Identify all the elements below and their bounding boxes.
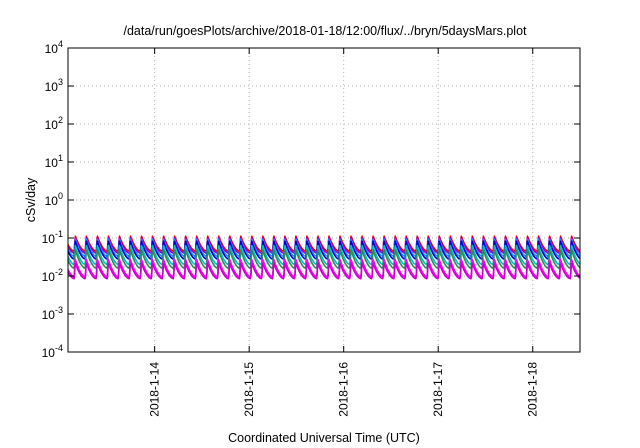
y-tick-exponent: -3 <box>55 305 63 315</box>
series-line-5 <box>67 249 581 269</box>
series-line-6 <box>67 258 581 278</box>
y-tick-label: 104 <box>45 39 63 56</box>
x-tick-label: 2018-1-16 <box>337 362 351 417</box>
y-tick-label: 101 <box>45 153 63 170</box>
tick-marks <box>68 47 580 353</box>
series-group <box>67 235 581 280</box>
y-tick-exponent: -2 <box>55 267 63 277</box>
y-tick-base: 10 <box>45 80 59 94</box>
grid-lines <box>68 48 580 352</box>
y-tick-label: 10-1 <box>42 229 63 246</box>
y-tick-base: 10 <box>45 42 59 56</box>
series-line-7 <box>67 262 581 280</box>
x-tick-label: 2018-1-17 <box>431 362 445 417</box>
y-tick-base: 10 <box>42 232 56 246</box>
y-tick-base: 10 <box>42 346 56 360</box>
y-tick-base: 10 <box>45 194 59 208</box>
y-tick-base: 10 <box>42 308 56 322</box>
y-tick-base: 10 <box>45 118 59 132</box>
x-tick-labels: 2018-1-14 2018-1-15 2018-1-16 2018-1-17 2018… <box>148 362 540 417</box>
x-tick-label: 2018-1-14 <box>148 362 162 417</box>
x-tick-label: 2018-1-18 <box>526 362 540 417</box>
y-tick-label: 102 <box>45 115 63 132</box>
series-line-4 <box>67 244 581 266</box>
chart-title: /data/run/goesPlots/archive/2018-01-18/1… <box>123 24 527 38</box>
y-tick-exponent: 4 <box>58 39 63 49</box>
y-tick-label: 10-3 <box>42 305 63 322</box>
x-tick-label: 2018-1-15 <box>242 362 256 417</box>
y-tick-label: 103 <box>45 77 63 94</box>
y-tick-exponent: 1 <box>58 153 63 163</box>
y-axis-label: cSv/day <box>24 177 38 222</box>
y-tick-exponent: 0 <box>58 191 63 201</box>
y-tick-label: 10-4 <box>42 343 63 360</box>
y-tick-exponent: -1 <box>55 229 63 239</box>
y-tick-exponent: -4 <box>55 343 63 353</box>
y-tick-base: 10 <box>42 270 56 284</box>
y-tick-exponent: 3 <box>58 77 63 87</box>
y-tick-label: 10-2 <box>42 267 63 284</box>
series-line-3 <box>67 240 581 260</box>
y-tick-label: 100 <box>45 191 63 208</box>
x-axis-label: Coordinated Universal Time (UTC) <box>228 431 420 445</box>
y-tick-base: 10 <box>45 156 59 170</box>
y-tick-exponent: 2 <box>58 115 63 125</box>
